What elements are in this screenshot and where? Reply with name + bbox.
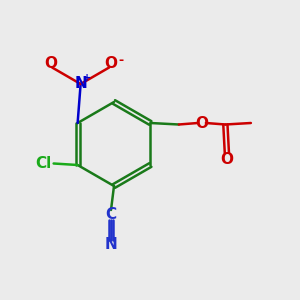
Text: O: O (195, 116, 208, 130)
Text: C: C (105, 207, 117, 222)
Text: O: O (104, 56, 117, 71)
Text: N: N (74, 76, 87, 92)
Text: O: O (220, 152, 233, 167)
Text: +: + (83, 73, 91, 83)
Text: O: O (44, 56, 57, 71)
Text: N: N (105, 237, 117, 252)
Text: Cl: Cl (35, 156, 51, 171)
Text: -: - (118, 54, 124, 68)
